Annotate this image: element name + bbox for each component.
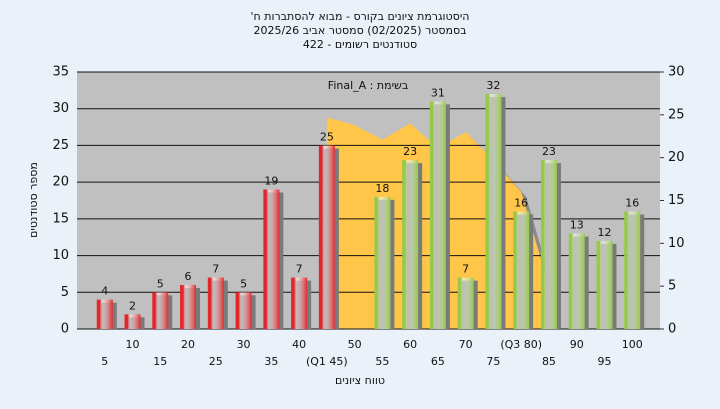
y2-tick-label: 5 [668,279,676,294]
bar [96,299,113,329]
x-tick-label: 40 [292,338,306,351]
bar [624,211,641,329]
bar [429,101,446,329]
x-tick-label: 100 [622,338,643,351]
bar [207,277,224,329]
x-tick-label: 95 [597,355,611,368]
data-label: 23 [542,145,556,158]
x-tick-label: 25 [209,355,223,368]
bar [235,292,252,329]
data-label: 7 [212,263,219,276]
x-tick-label: 75 [486,355,500,368]
bar [513,211,530,329]
data-label: 12 [597,226,611,239]
bar [180,284,197,329]
y2-tick-label: 10 [668,236,685,251]
y-tick-label: 0 [61,322,69,337]
y-tick-label: 35 [52,65,69,80]
y-tick-label: 25 [52,138,69,153]
x-tick-label: (Q1 45) [306,355,348,368]
x-tick-label: (Q3 80) [500,338,542,351]
bar [540,160,557,329]
bar [485,94,502,330]
bar [152,292,169,329]
x-tick-label: 90 [570,338,584,351]
y-tick-label: 30 [52,101,69,116]
x-tick-label: 15 [153,355,167,368]
y-tick-label: 10 [52,248,69,263]
x-tick-label: 60 [403,338,417,351]
chart-subtitle: בסמסטר (02/2025) סמסטר אביב 2025/26 [253,24,466,37]
x-tick-label: 70 [459,338,473,351]
data-label: 13 [570,219,584,232]
bar [402,160,419,329]
x-tick-label: 10 [126,338,140,351]
data-label: 32 [486,79,500,92]
x-tick-label: 20 [181,338,195,351]
bar [457,277,474,329]
y2-tick-label: 15 [668,193,685,208]
x-tick-label: 5 [101,355,108,368]
x-tick-label: 35 [264,355,278,368]
x-tick-label: 85 [542,355,556,368]
bar [263,189,280,329]
y-tick-label: 5 [61,285,69,300]
data-label: 25 [320,130,334,143]
x-tick-label: 50 [348,338,362,351]
y2-tick-label: 25 [668,107,685,122]
y-tick-label: 15 [52,211,69,226]
y2-tick-label: 30 [668,65,685,80]
data-label: 23 [403,145,417,158]
data-label: 2 [129,299,136,312]
y-axis-label: מספר סטודנטים [27,162,40,238]
chart-note: סטודנטים רשומים - 422 [303,38,417,51]
data-label: 19 [264,174,278,187]
x-tick-label: 55 [375,355,389,368]
y2-tick-label: 20 [668,150,685,165]
data-label: 7 [296,263,303,276]
data-label: 18 [375,182,389,195]
data-label: 16 [514,197,528,210]
data-label: 5 [240,277,247,290]
bar [374,196,391,329]
data-label: 4 [101,285,108,298]
chart-title: היסטוגרמת ציונים בקורס - מבוא להסתברות ח… [251,10,470,23]
data-label: 31 [431,86,445,99]
bar [568,233,585,329]
y-tick-label: 20 [52,175,69,190]
data-label: 6 [185,270,192,283]
data-label: 5 [157,277,164,290]
x-axis-label: טווח ציונים [335,374,385,387]
bar [291,277,308,329]
data-label: 7 [462,263,469,276]
bar [124,314,141,329]
data-label: 16 [625,197,639,210]
x-tick-label: 65 [431,355,445,368]
x-tick-label: 30 [237,338,251,351]
bar [596,240,613,329]
annotation: בשימת : Final_A [328,79,408,92]
y2-tick-label: 0 [668,322,676,337]
bar [318,145,335,329]
